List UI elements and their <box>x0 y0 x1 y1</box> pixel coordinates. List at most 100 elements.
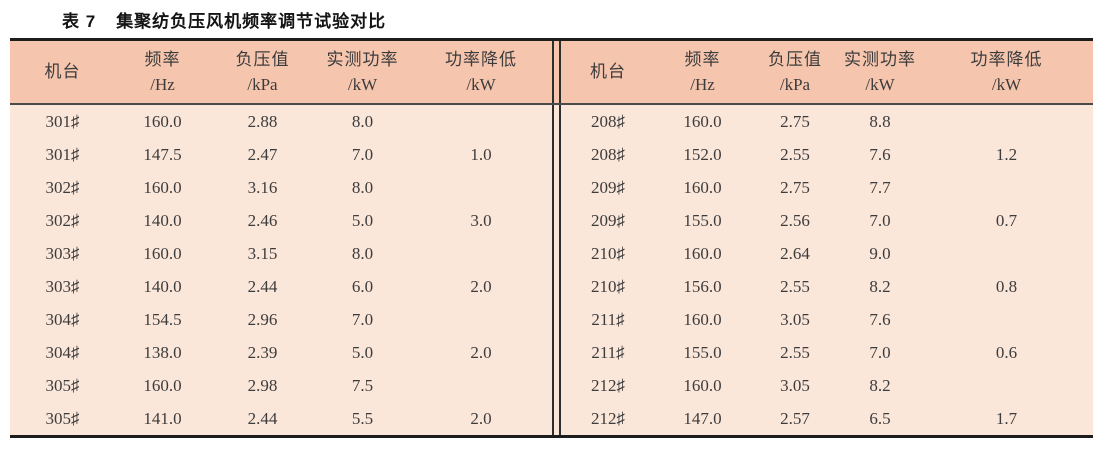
table-cell: 7.6 <box>840 303 920 336</box>
table-cell: 212♯ <box>560 402 655 435</box>
column-name: 负压值 <box>768 50 822 69</box>
column-unit: /kW <box>347 75 378 94</box>
table-row: 305♯ 160.0 2.98 7.5 212♯ 160.0 3.05 8.2 <box>10 369 1093 402</box>
table-cell: 3.16 <box>210 171 315 204</box>
table-body: 301♯ 160.0 2.88 8.0 208♯ 160.0 2.75 8.8 301♯ 147.… <box>10 104 1093 435</box>
header-row: 机台 频率/Hz 负压值/kPa 实测功率/kW 功率降低/kW 机台 频率/Hz 负压值/k… <box>10 41 1093 105</box>
table-cell <box>410 237 553 270</box>
table-cell: 160.0 <box>115 171 210 204</box>
table-cell: 302♯ <box>10 204 115 237</box>
table-cell: 210♯ <box>560 270 655 303</box>
table-cell: 305♯ <box>10 369 115 402</box>
table-cell: 2.56 <box>750 204 840 237</box>
table-cell: 147.0 <box>655 402 750 435</box>
table-divider <box>552 41 561 105</box>
table-divider <box>552 204 561 237</box>
table-cell: 138.0 <box>115 336 210 369</box>
column-header: 功率降低/kW <box>410 41 553 105</box>
table-cell: 8.0 <box>315 237 410 270</box>
table-cell: 7.7 <box>840 171 920 204</box>
column-name: 频率 <box>144 50 181 69</box>
table-cell: 2.55 <box>750 336 840 369</box>
table-cell: 304♯ <box>10 303 115 336</box>
column-unit: /Hz <box>150 75 175 94</box>
table-cell <box>920 104 1093 138</box>
table-divider <box>552 138 561 171</box>
table-cell: 160.0 <box>655 104 750 138</box>
column-name: 负压值 <box>235 50 290 69</box>
table-cell <box>410 369 553 402</box>
table-cell: 8.0 <box>315 171 410 204</box>
table-cell: 2.0 <box>410 270 553 303</box>
table-cell: 160.0 <box>655 369 750 402</box>
table-cell: 212♯ <box>560 369 655 402</box>
table-divider <box>552 303 561 336</box>
table-divider <box>552 104 561 138</box>
table-cell: 155.0 <box>655 336 750 369</box>
table-cell: 160.0 <box>655 171 750 204</box>
table-cell: 2.0 <box>410 336 553 369</box>
table-cell: 8.8 <box>840 104 920 138</box>
table-cell: 302♯ <box>10 171 115 204</box>
table-cell <box>920 303 1093 336</box>
table-cell: 8.0 <box>315 104 410 138</box>
table-cell: 160.0 <box>115 369 210 402</box>
table-cell: 211♯ <box>560 336 655 369</box>
column-unit: /Hz <box>690 75 715 94</box>
table-cell: 301♯ <box>10 138 115 171</box>
column-name: 机台 <box>590 62 626 81</box>
table-cell: 160.0 <box>115 237 210 270</box>
table-cell: 5.5 <box>315 402 410 435</box>
column-name: 功率降低 <box>970 50 1043 69</box>
fan-frequency-table: 机台 频率/Hz 负压值/kPa 实测功率/kW 功率降低/kW 机台 频率/Hz 负压值/k… <box>10 41 1093 435</box>
table-cell: 208♯ <box>560 138 655 171</box>
table-cell: 0.7 <box>920 204 1093 237</box>
table-cell: 208♯ <box>560 104 655 138</box>
table-row: 305♯ 141.0 2.44 5.5 2.0 212♯ 147.0 2.57 6.5 1.7 <box>10 402 1093 435</box>
table-cell: 305♯ <box>10 402 115 435</box>
table-divider <box>552 270 561 303</box>
table-cell: 8.2 <box>840 270 920 303</box>
table-cell: 140.0 <box>115 204 210 237</box>
table-cell: 1.2 <box>920 138 1093 171</box>
column-name: 实测功率 <box>326 50 399 69</box>
table-cell: 303♯ <box>10 237 115 270</box>
table-cell: 2.57 <box>750 402 840 435</box>
comparison-table: 机台 频率/Hz 负压值/kPa 实测功率/kW 功率降低/kW 机台 频率/Hz 负压值/k… <box>10 38 1093 438</box>
table-cell: 3.15 <box>210 237 315 270</box>
table-caption: 集聚纺负压风机频率调节试验对比 <box>116 12 387 31</box>
table-row: 304♯ 154.5 2.96 7.0 211♯ 160.0 3.05 7.6 <box>10 303 1093 336</box>
column-header: 机台 <box>10 41 115 105</box>
table-cell: 7.6 <box>840 138 920 171</box>
table-cell: 160.0 <box>115 104 210 138</box>
table-cell: 3.0 <box>410 204 553 237</box>
table-cell: 160.0 <box>655 237 750 270</box>
table-cell: 6.0 <box>315 270 410 303</box>
column-header: 实测功率/kW <box>315 41 410 105</box>
table-cell: 7.0 <box>315 138 410 171</box>
table-cell: 304♯ <box>10 336 115 369</box>
column-header: 负压值/kPa <box>750 41 840 105</box>
table-cell: 155.0 <box>655 204 750 237</box>
column-name: 功率降低 <box>445 50 517 69</box>
table-cell: 147.5 <box>115 138 210 171</box>
table-cell: 2.96 <box>210 303 315 336</box>
table-cell: 8.2 <box>840 369 920 402</box>
table-cell: 2.98 <box>210 369 315 402</box>
table-cell: 210♯ <box>560 237 655 270</box>
column-header: 负压值/kPa <box>210 41 315 105</box>
table-row: 302♯ 160.0 3.16 8.0 209♯ 160.0 2.75 7.7 <box>10 171 1093 204</box>
table-cell: 301♯ <box>10 104 115 138</box>
column-header: 频率/Hz <box>115 41 210 105</box>
table-cell <box>410 303 553 336</box>
table-cell: 2.75 <box>750 171 840 204</box>
table-cell: 2.55 <box>750 138 840 171</box>
table-cell <box>410 104 553 138</box>
table-row: 303♯ 140.0 2.44 6.0 2.0 210♯ 156.0 2.55 8.2 0.8 <box>10 270 1093 303</box>
table-cell: 2.64 <box>750 237 840 270</box>
table-row: 304♯ 138.0 2.39 5.0 2.0 211♯ 155.0 2.55 7.0 0.6 <box>10 336 1093 369</box>
table-number-label: 表 7 <box>62 12 97 31</box>
table-cell: 7.0 <box>315 303 410 336</box>
table-row: 302♯ 140.0 2.46 5.0 3.0 209♯ 155.0 2.56 7.0 0.7 <box>10 204 1093 237</box>
